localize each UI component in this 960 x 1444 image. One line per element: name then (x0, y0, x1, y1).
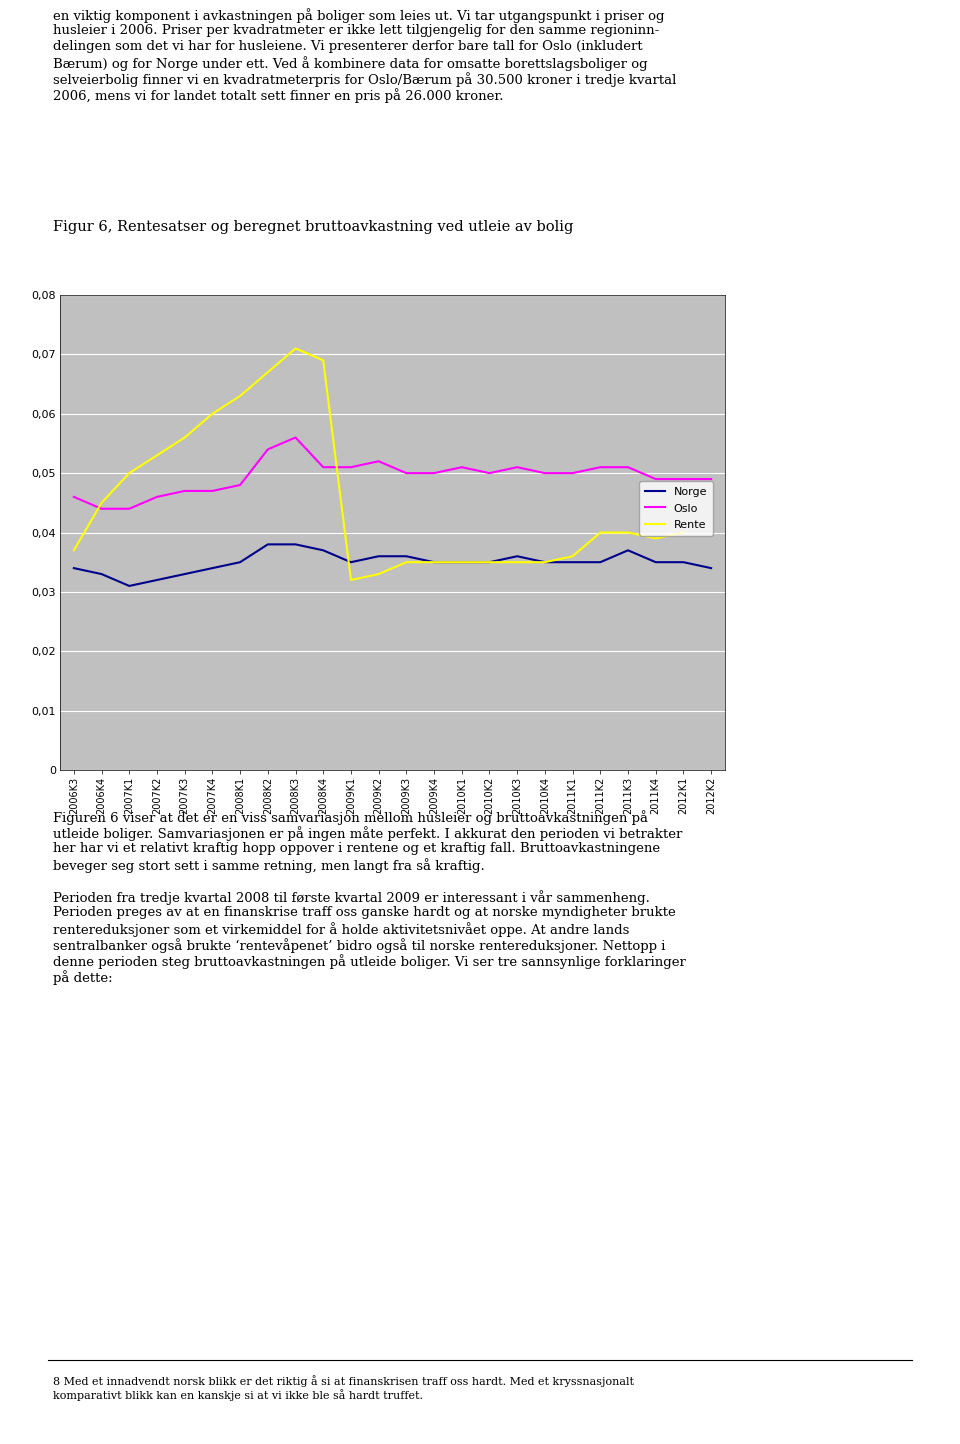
Text: selveierbolig finner vi en kvadratmeterpris for Oslo/Bærum på 30.500 kroner i tr: selveierbolig finner vi en kvadratmeterp… (53, 72, 676, 87)
Text: Figuren 6 viser at det er en viss samvariasjon mellom husleier og bruttoavkastni: Figuren 6 viser at det er en viss samvar… (53, 810, 648, 825)
Text: Perioden preges av at en finanskrise traff oss ganske hardt og at norske myndigh: Perioden preges av at en finanskrise tra… (53, 905, 676, 918)
Text: 8 Med et innadvendt norsk blikk er det riktig å si at finanskrisen traff oss har: 8 Med et innadvendt norsk blikk er det r… (53, 1375, 634, 1386)
Text: komparativt blikk kan en kanskje si at vi ikke ble så hardt truffet.: komparativt blikk kan en kanskje si at v… (53, 1389, 422, 1401)
Text: denne perioden steg bruttoavkastningen på utleide boliger. Vi ser tre sannsynlig: denne perioden steg bruttoavkastningen p… (53, 954, 685, 969)
Text: på dette:: på dette: (53, 970, 112, 985)
Text: husleier i 2006. Priser per kvadratmeter er ikke lett tilgjengelig for den samme: husleier i 2006. Priser per kvadratmeter… (53, 25, 660, 38)
Text: 2006, mens vi for landet totalt sett finner en pris på 26.000 kroner.: 2006, mens vi for landet totalt sett fin… (53, 88, 503, 103)
Text: en viktig komponent i avkastningen på boliger som leies ut. Vi tar utgangspunkt : en viktig komponent i avkastningen på bo… (53, 9, 664, 23)
Legend: Norge, Oslo, Rente: Norge, Oslo, Rente (639, 481, 712, 536)
Text: rentereduksjoner som et virkemiddel for å holde aktivitetsnivået oppe. At andre : rentereduksjoner som et virkemiddel for … (53, 923, 629, 937)
Text: Bærum) og for Norge under ett. Ved å kombinere data for omsatte borettslagsbolig: Bærum) og for Norge under ett. Ved å kom… (53, 56, 647, 71)
Text: Figur 6, Rentesatser og beregnet bruttoavkastning ved utleie av bolig: Figur 6, Rentesatser og beregnet bruttoa… (53, 219, 573, 234)
Text: her har vi et relativt kraftig hopp oppover i rentene og et kraftig fall. Brutto: her har vi et relativt kraftig hopp oppo… (53, 842, 660, 855)
Text: delingen som det vi har for husleiene. Vi presenterer derfor bare tall for Oslo : delingen som det vi har for husleiene. V… (53, 40, 642, 53)
Text: beveger seg stort sett i samme retning, men langt fra så kraftig.: beveger seg stort sett i samme retning, … (53, 858, 485, 872)
Text: sentralbanker også brukte ‘rentevåpenet’ bidro også til norske rentereduksjoner.: sentralbanker også brukte ‘rentevåpenet’… (53, 939, 665, 953)
Text: Perioden fra tredje kvartal 2008 til første kvartal 2009 er interessant i vår sa: Perioden fra tredje kvartal 2008 til før… (53, 890, 650, 905)
Text: utleide boliger. Samvariasjonen er på ingen måte perfekt. I akkurat den perioden: utleide boliger. Samvariasjonen er på in… (53, 826, 683, 840)
